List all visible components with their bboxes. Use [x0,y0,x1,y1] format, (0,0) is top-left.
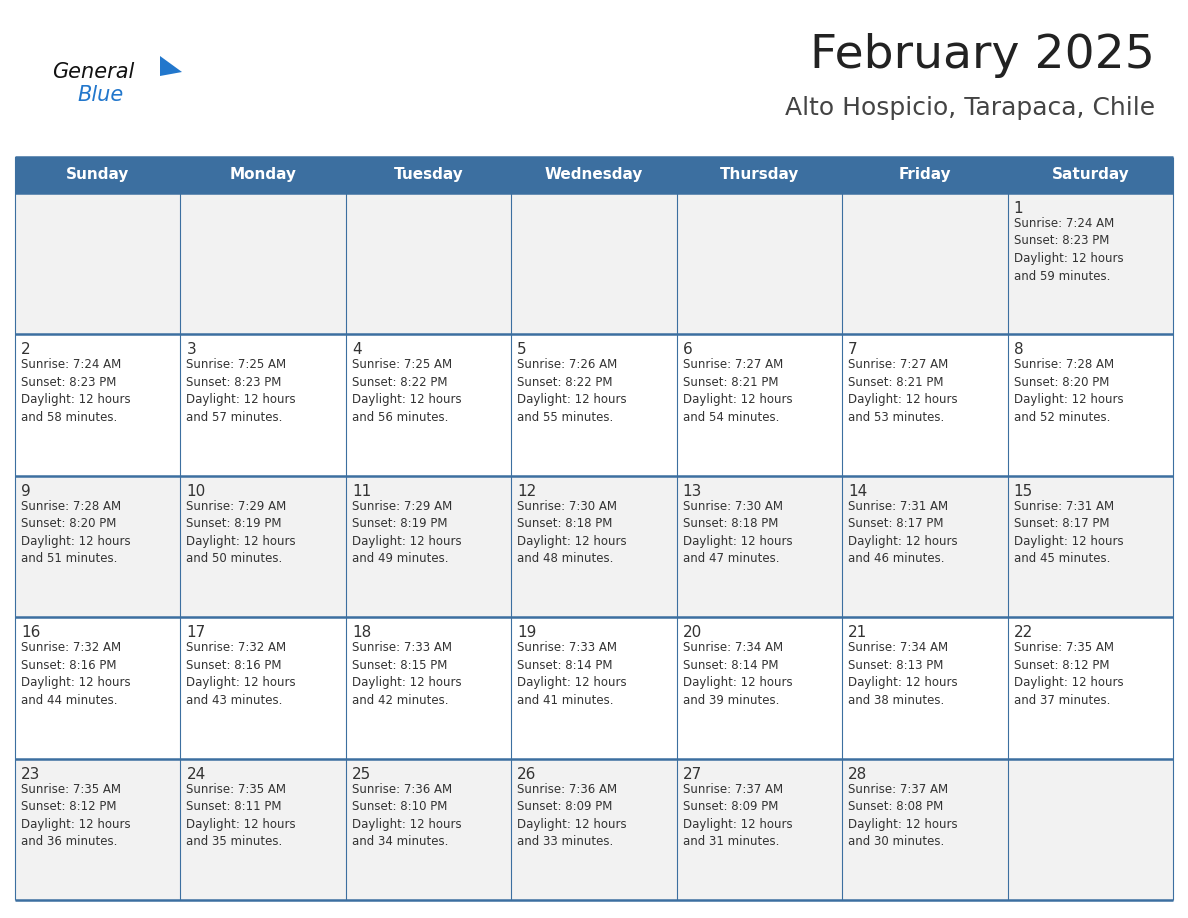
Text: 24: 24 [187,767,206,781]
Text: Monday: Monday [229,167,297,183]
Text: 22: 22 [1013,625,1032,640]
Bar [181,157,346,193]
Text: 5: 5 [517,342,527,357]
Text: Sunrise: 7:31 AM
Sunset: 8:17 PM
Daylight: 12 hours
and 45 minutes.: Sunrise: 7:31 AM Sunset: 8:17 PM Dayligh… [1013,499,1123,565]
Polygon shape [160,56,182,76]
Text: Sunrise: 7:35 AM
Sunset: 8:12 PM
Daylight: 12 hours
and 36 minutes.: Sunrise: 7:35 AM Sunset: 8:12 PM Dayligh… [21,783,131,848]
Text: Sunrise: 7:26 AM
Sunset: 8:22 PM
Daylight: 12 hours
and 55 minutes.: Sunrise: 7:26 AM Sunset: 8:22 PM Dayligh… [517,358,627,424]
Text: Sunrise: 7:28 AM
Sunset: 8:20 PM
Daylight: 12 hours
and 52 minutes.: Sunrise: 7:28 AM Sunset: 8:20 PM Dayligh… [1013,358,1123,424]
Text: Sunrise: 7:32 AM
Sunset: 8:16 PM
Daylight: 12 hours
and 43 minutes.: Sunrise: 7:32 AM Sunset: 8:16 PM Dayligh… [187,641,296,707]
Text: Thursday: Thursday [720,167,800,183]
Text: Alto Hospicio, Tarapaca, Chile: Alto Hospicio, Tarapaca, Chile [785,96,1155,120]
Text: Sunrise: 7:24 AM
Sunset: 8:23 PM
Daylight: 12 hours
and 58 minutes.: Sunrise: 7:24 AM Sunset: 8:23 PM Dayligh… [21,358,131,424]
Text: 7: 7 [848,342,858,357]
Text: 21: 21 [848,625,867,640]
Text: 8: 8 [1013,342,1023,357]
Text: Saturday: Saturday [1051,167,1129,183]
Text: Sunrise: 7:29 AM
Sunset: 8:19 PM
Daylight: 12 hours
and 50 minutes.: Sunrise: 7:29 AM Sunset: 8:19 PM Dayligh… [187,499,296,565]
Text: Sunrise: 7:37 AM
Sunset: 8:08 PM
Daylight: 12 hours
and 30 minutes.: Sunrise: 7:37 AM Sunset: 8:08 PM Dayligh… [848,783,958,848]
Bar [15,157,181,193]
Text: 23: 23 [21,767,40,781]
Text: Blue: Blue [77,85,124,105]
Bar [346,157,511,193]
Text: Sunrise: 7:25 AM
Sunset: 8:22 PM
Daylight: 12 hours
and 56 minutes.: Sunrise: 7:25 AM Sunset: 8:22 PM Dayligh… [352,358,461,424]
Text: Sunrise: 7:30 AM
Sunset: 8:18 PM
Daylight: 12 hours
and 47 minutes.: Sunrise: 7:30 AM Sunset: 8:18 PM Dayligh… [683,499,792,565]
Text: Sunrise: 7:25 AM
Sunset: 8:23 PM
Daylight: 12 hours
and 57 minutes.: Sunrise: 7:25 AM Sunset: 8:23 PM Dayligh… [187,358,296,424]
Text: Sunrise: 7:32 AM
Sunset: 8:16 PM
Daylight: 12 hours
and 44 minutes.: Sunrise: 7:32 AM Sunset: 8:16 PM Dayligh… [21,641,131,707]
Text: February 2025: February 2025 [810,32,1155,77]
Text: 11: 11 [352,484,371,498]
Text: Sunrise: 7:28 AM
Sunset: 8:20 PM
Daylight: 12 hours
and 51 minutes.: Sunrise: 7:28 AM Sunset: 8:20 PM Dayligh… [21,499,131,565]
Text: General: General [52,62,134,82]
Text: 10: 10 [187,484,206,498]
Text: 4: 4 [352,342,361,357]
Text: Friday: Friday [898,167,952,183]
Text: Sunrise: 7:35 AM
Sunset: 8:11 PM
Daylight: 12 hours
and 35 minutes.: Sunrise: 7:35 AM Sunset: 8:11 PM Dayligh… [187,783,296,848]
Text: 18: 18 [352,625,371,640]
Text: Sunday: Sunday [67,167,129,183]
Text: 9: 9 [21,484,31,498]
Text: 14: 14 [848,484,867,498]
Bar [15,334,1173,476]
Text: 12: 12 [517,484,537,498]
Text: Sunrise: 7:36 AM
Sunset: 8:09 PM
Daylight: 12 hours
and 33 minutes.: Sunrise: 7:36 AM Sunset: 8:09 PM Dayligh… [517,783,627,848]
Text: Sunrise: 7:24 AM
Sunset: 8:23 PM
Daylight: 12 hours
and 59 minutes.: Sunrise: 7:24 AM Sunset: 8:23 PM Dayligh… [1013,217,1123,283]
Text: 19: 19 [517,625,537,640]
Bar [15,617,1173,758]
Text: 1: 1 [1013,201,1023,216]
Text: 15: 15 [1013,484,1032,498]
Text: 26: 26 [517,767,537,781]
Text: Sunrise: 7:31 AM
Sunset: 8:17 PM
Daylight: 12 hours
and 46 minutes.: Sunrise: 7:31 AM Sunset: 8:17 PM Dayligh… [848,499,958,565]
Bar [1007,157,1173,193]
Bar [15,758,1173,900]
Text: Sunrise: 7:36 AM
Sunset: 8:10 PM
Daylight: 12 hours
and 34 minutes.: Sunrise: 7:36 AM Sunset: 8:10 PM Dayligh… [352,783,461,848]
Text: Tuesday: Tuesday [393,167,463,183]
Bar [15,193,1173,334]
Text: 13: 13 [683,484,702,498]
Text: Wednesday: Wednesday [545,167,643,183]
Bar [15,476,1173,617]
Text: Sunrise: 7:34 AM
Sunset: 8:14 PM
Daylight: 12 hours
and 39 minutes.: Sunrise: 7:34 AM Sunset: 8:14 PM Dayligh… [683,641,792,707]
Text: Sunrise: 7:34 AM
Sunset: 8:13 PM
Daylight: 12 hours
and 38 minutes.: Sunrise: 7:34 AM Sunset: 8:13 PM Dayligh… [848,641,958,707]
Text: 2: 2 [21,342,31,357]
Text: Sunrise: 7:27 AM
Sunset: 8:21 PM
Daylight: 12 hours
and 53 minutes.: Sunrise: 7:27 AM Sunset: 8:21 PM Dayligh… [848,358,958,424]
Bar [842,157,1007,193]
Text: Sunrise: 7:33 AM
Sunset: 8:14 PM
Daylight: 12 hours
and 41 minutes.: Sunrise: 7:33 AM Sunset: 8:14 PM Dayligh… [517,641,627,707]
Text: 16: 16 [21,625,40,640]
Text: 28: 28 [848,767,867,781]
Text: Sunrise: 7:27 AM
Sunset: 8:21 PM
Daylight: 12 hours
and 54 minutes.: Sunrise: 7:27 AM Sunset: 8:21 PM Dayligh… [683,358,792,424]
Text: Sunrise: 7:29 AM
Sunset: 8:19 PM
Daylight: 12 hours
and 49 minutes.: Sunrise: 7:29 AM Sunset: 8:19 PM Dayligh… [352,499,461,565]
Bar [677,157,842,193]
Text: 3: 3 [187,342,196,357]
Bar [511,157,677,193]
Text: Sunrise: 7:33 AM
Sunset: 8:15 PM
Daylight: 12 hours
and 42 minutes.: Sunrise: 7:33 AM Sunset: 8:15 PM Dayligh… [352,641,461,707]
Text: 17: 17 [187,625,206,640]
Text: 20: 20 [683,625,702,640]
Text: Sunrise: 7:37 AM
Sunset: 8:09 PM
Daylight: 12 hours
and 31 minutes.: Sunrise: 7:37 AM Sunset: 8:09 PM Dayligh… [683,783,792,848]
Text: Sunrise: 7:30 AM
Sunset: 8:18 PM
Daylight: 12 hours
and 48 minutes.: Sunrise: 7:30 AM Sunset: 8:18 PM Dayligh… [517,499,627,565]
Text: Sunrise: 7:35 AM
Sunset: 8:12 PM
Daylight: 12 hours
and 37 minutes.: Sunrise: 7:35 AM Sunset: 8:12 PM Dayligh… [1013,641,1123,707]
Text: 27: 27 [683,767,702,781]
Text: 25: 25 [352,767,371,781]
Text: 6: 6 [683,342,693,357]
